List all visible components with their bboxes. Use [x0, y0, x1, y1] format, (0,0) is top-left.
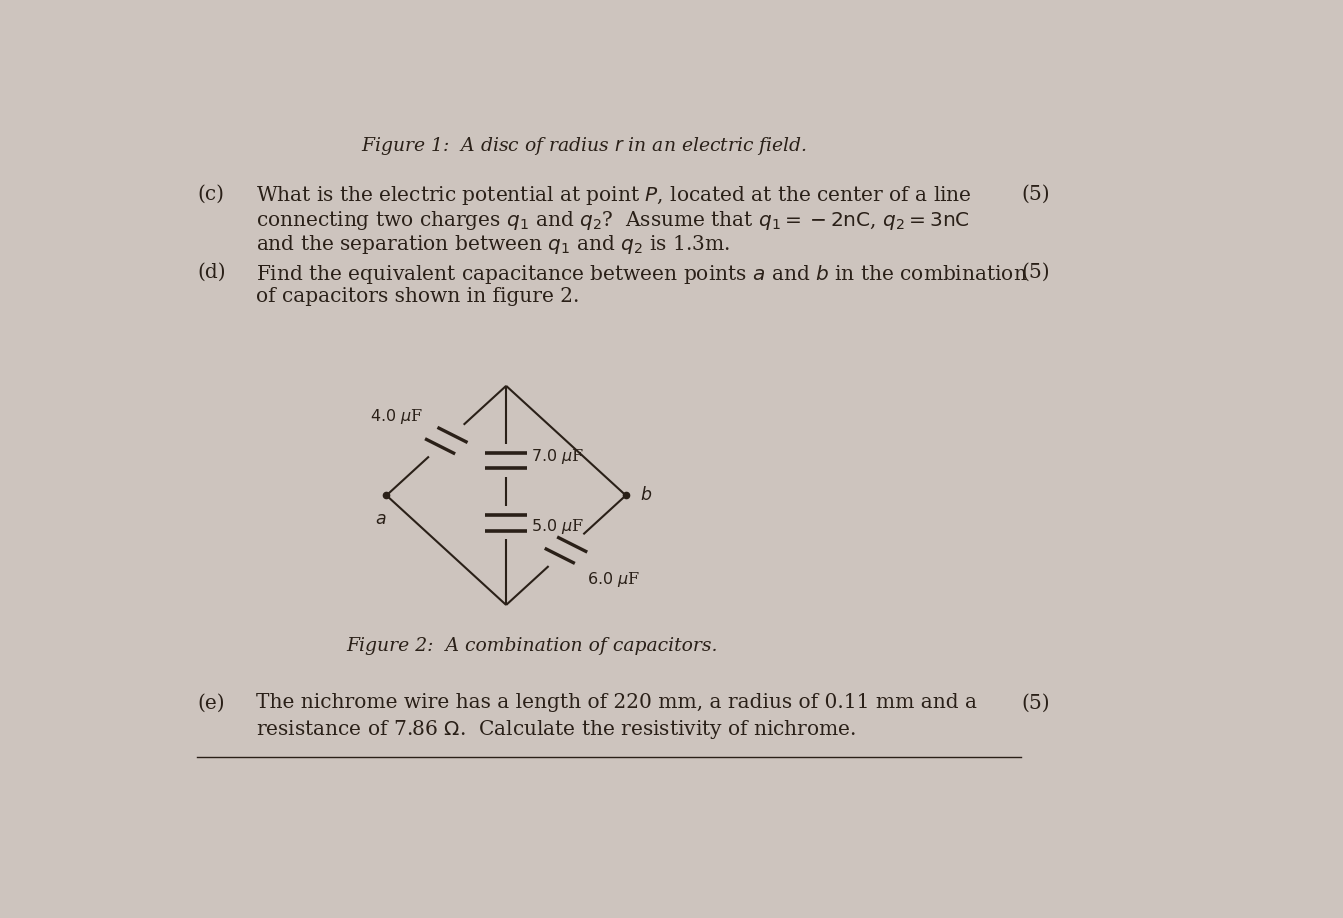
Text: (5): (5): [1021, 185, 1050, 204]
Text: (d): (d): [197, 263, 226, 282]
Text: and the separation between $q_1$ and $q_2$ is 1.3m.: and the separation between $q_1$ and $q_…: [257, 233, 731, 256]
Text: The nichrome wire has a length of 220 mm, a radius of 0.11 mm and a: The nichrome wire has a length of 220 mm…: [257, 693, 978, 712]
Text: (c): (c): [197, 185, 224, 204]
Text: (5): (5): [1021, 693, 1050, 712]
Text: $6.0\ \mu$F: $6.0\ \mu$F: [587, 570, 641, 589]
Text: $7.0\ \mu$F: $7.0\ \mu$F: [530, 447, 584, 466]
Text: $4.0\ \mu$F: $4.0\ \mu$F: [369, 408, 423, 427]
Text: (5): (5): [1021, 263, 1050, 282]
Text: Figure 1:  A disc of radius $r$ in an electric field.: Figure 1: A disc of radius $r$ in an ele…: [361, 135, 807, 157]
Text: Figure 2:  A combination of capacitors.: Figure 2: A combination of capacitors.: [346, 637, 719, 655]
Text: $b$: $b$: [641, 487, 653, 504]
Text: connecting two charges $q_1$ and $q_2$?  Assume that $q_1 = -2\mathrm{nC}$, $q_2: connecting two charges $q_1$ and $q_2$? …: [257, 209, 970, 232]
Text: Find the equivalent capacitance between points $a$ and $b$ in the combination: Find the equivalent capacitance between …: [257, 263, 1027, 285]
Text: $5.0\ \mu$F: $5.0\ \mu$F: [530, 517, 584, 536]
Text: $a$: $a$: [376, 511, 387, 528]
Text: resistance of 7.86 $\Omega$.  Calculate the resistivity of nichrome.: resistance of 7.86 $\Omega$. Calculate t…: [257, 718, 857, 741]
Text: What is the electric potential at point $P$, located at the center of a line: What is the electric potential at point …: [257, 185, 972, 207]
Text: of capacitors shown in figure 2.: of capacitors shown in figure 2.: [257, 286, 580, 306]
Text: (e): (e): [197, 693, 224, 712]
